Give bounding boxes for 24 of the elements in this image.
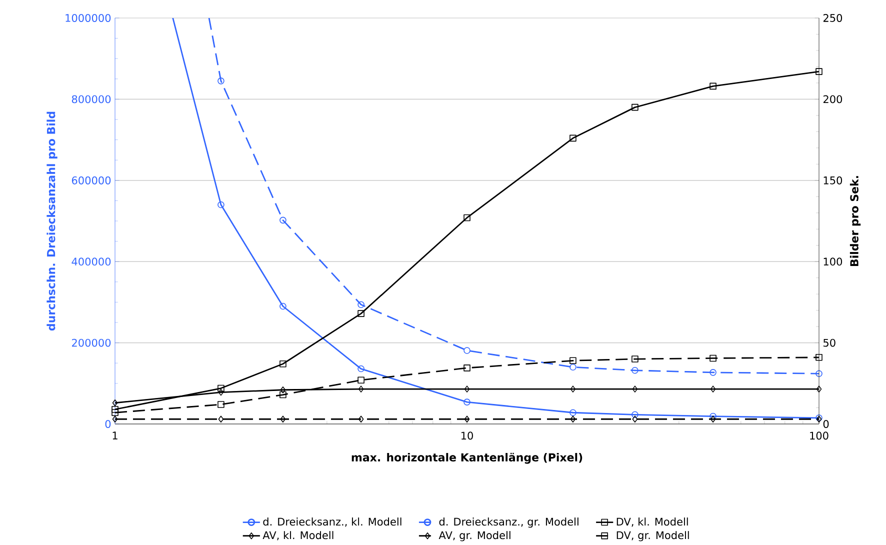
y-tick-label: 600000 <box>72 176 111 184</box>
y2-tick-label: 100 <box>824 258 842 266</box>
x-tick-label: 1 <box>112 432 118 440</box>
y2-axis-title: Bilder pro Sek. <box>850 176 861 266</box>
legend-label: d. Dreiecksanz., kl. Modell <box>263 518 402 527</box>
y-tick-label: 0 <box>105 420 111 428</box>
y2-tick-label: 250 <box>823 14 842 22</box>
x-tick-label: 10 <box>461 432 473 440</box>
x-axis-title: max. horizontale Kantenlänge (Pixel) <box>352 452 582 464</box>
y2-tick-label: 150 <box>824 176 842 184</box>
y2-tick-label: 200 <box>823 95 842 104</box>
y-tick-label: 800000 <box>72 95 111 104</box>
x-tick-label: 100 <box>810 432 828 440</box>
legend-label: DV, kl. Modell <box>616 518 688 527</box>
legend-label: AV, kl. Modell <box>262 531 334 540</box>
y2-tick-label: 50 <box>824 338 836 347</box>
y-tick-label: 1000000 <box>66 14 111 22</box>
legend-label: d. Dreiecksanz., gr. Modell <box>439 518 578 528</box>
y2-tick-label: 0 <box>823 420 829 428</box>
y-tick-label: 200000 <box>72 338 111 347</box>
y-tick-label: 400000 <box>72 258 111 266</box>
y-axis-title: durchschn. Dreiecksanzahl pro Bild <box>46 112 58 331</box>
legend-label: DV, gr. Modell <box>616 531 689 542</box>
legend-label: AV, gr. Modell <box>438 531 510 542</box>
